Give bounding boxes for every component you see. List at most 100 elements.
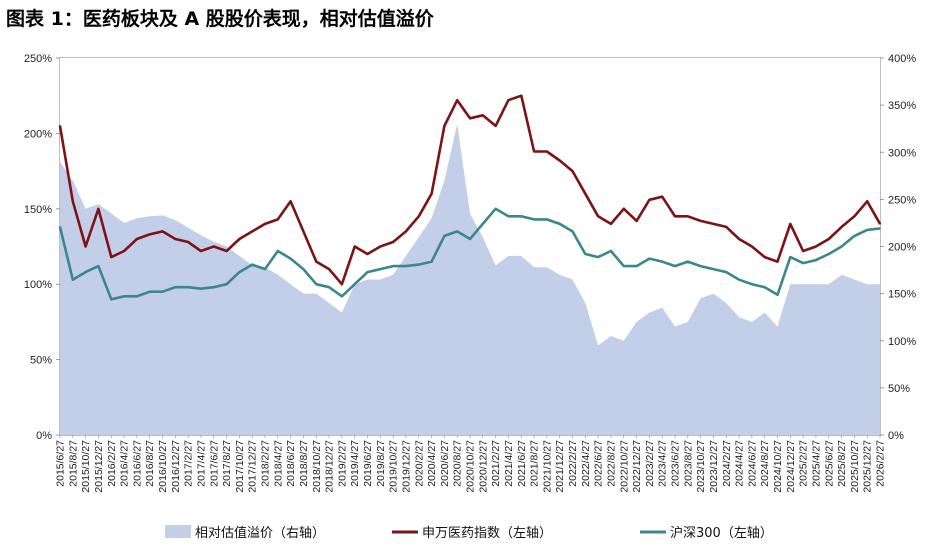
legend-label: 沪深300（左轴）: [670, 525, 773, 541]
data-point: [187, 241, 190, 243]
data-point: [789, 256, 792, 258]
x-tick-label: 2025/2/27: [798, 440, 810, 487]
x-tick-label: 2024/8/27: [759, 440, 771, 487]
x-tick-label: 2019/2/27: [336, 440, 348, 487]
x-tick-label: 2021/8/27: [529, 440, 541, 487]
data-point: [328, 286, 330, 289]
x-tick-label: 2023/8/27: [682, 440, 694, 487]
data-point: [469, 238, 471, 240]
x-tick-label: 2018/2/27: [260, 440, 272, 487]
data-point: [123, 295, 125, 298]
data-point: [174, 286, 177, 289]
y-left-tick-label: 150%: [24, 204, 52, 216]
data-point: [148, 233, 151, 236]
data-point: [827, 253, 830, 255]
x-tick-label: 2023/12/27: [708, 440, 720, 493]
x-tick-label: 2024/10/27: [772, 440, 784, 493]
data-point: [481, 223, 484, 225]
x-tick-label: 2020/12/27: [477, 440, 489, 493]
x-tick-label: 2022/4/27: [580, 440, 592, 487]
data-point: [238, 271, 241, 273]
data-point: [879, 227, 881, 230]
y-right-tick-label: 300%: [888, 147, 916, 159]
x-tick-label: 2017/2/27: [183, 440, 195, 487]
x-tick-label: 2021/4/27: [503, 440, 515, 487]
x-tick-label: 2018/8/27: [298, 440, 310, 487]
data-point: [251, 263, 254, 266]
data-point: [392, 241, 394, 243]
y-left-tick-label: 250%: [24, 53, 52, 65]
data-point: [315, 260, 318, 263]
data-point: [97, 207, 100, 210]
data-point: [776, 293, 779, 296]
data-point: [789, 223, 792, 225]
data-point: [456, 99, 459, 102]
data-point: [674, 265, 676, 267]
data-point: [59, 125, 61, 127]
x-tick-label: 2018/4/27: [272, 440, 284, 487]
x-tick-label: 2026/2/27: [875, 440, 887, 487]
x-tick-label: 2021/12/27: [554, 440, 566, 493]
data-point: [558, 159, 561, 162]
chart-title: 图表 1：医药板块及 A 股股价表现，相对估值溢价: [6, 8, 434, 30]
data-point: [507, 99, 510, 102]
data-point: [815, 259, 817, 261]
x-axis: 2015/6/27 2015/8/27 2015/10/27 2015/12/27 20…: [55, 435, 887, 493]
x-tick-label: 2025/12/27: [862, 440, 874, 493]
data-point: [815, 245, 817, 248]
data-point: [725, 271, 728, 273]
x-tick-label: 2015/10/27: [80, 440, 92, 493]
data-point: [712, 268, 715, 270]
data-point: [341, 283, 343, 286]
data-point: [648, 198, 651, 201]
data-point: [174, 238, 177, 240]
data-point: [417, 263, 420, 266]
data-point: [840, 245, 843, 248]
data-point: [802, 262, 804, 264]
data-point: [136, 295, 138, 298]
data-point: [622, 207, 625, 210]
data-point: [276, 218, 279, 221]
legend-label: 相对估值溢价（右轴）: [195, 525, 325, 541]
data-point: [392, 265, 394, 267]
data-point: [751, 245, 753, 248]
x-tick-label: 2021/10/27: [541, 440, 553, 493]
x-tick-label: 2021/6/27: [516, 440, 528, 487]
data-point: [635, 265, 638, 267]
data-point: [866, 200, 869, 203]
x-tick-label: 2017/12/27: [247, 440, 259, 493]
right-axis: 0% 50% 100% 150% 200% 250% 300% 350% 400%: [880, 53, 916, 442]
data-point: [853, 235, 856, 237]
y-left-tick-label: 50%: [30, 355, 52, 367]
data-point: [776, 260, 779, 263]
data-point: [674, 215, 676, 218]
data-point: [328, 268, 330, 270]
legend-label: 申万医药指数（左轴）: [422, 526, 552, 541]
data-point: [533, 218, 535, 221]
x-tick-label: 2024/4/27: [734, 440, 746, 487]
data-point: [71, 200, 74, 203]
data-point: [276, 250, 279, 252]
x-tick-label: 2023/6/27: [670, 440, 682, 487]
data-point: [533, 150, 535, 153]
data-point: [302, 230, 305, 233]
data-point: [110, 256, 113, 258]
data-point: [405, 230, 407, 233]
data-point: [853, 215, 856, 218]
data-point: [264, 268, 266, 270]
data-point: [520, 94, 523, 97]
data-point: [148, 290, 151, 293]
data-point: [200, 250, 202, 252]
y-right-tick-label: 200%: [888, 242, 916, 254]
x-tick-label: 2023/2/27: [644, 440, 656, 487]
data-point: [725, 226, 728, 228]
x-tick-label: 2020/4/27: [426, 440, 438, 487]
data-point: [341, 295, 343, 298]
data-point: [443, 235, 446, 237]
data-point: [379, 245, 382, 248]
legend-swatch-area: [165, 525, 191, 538]
x-tick-label: 2019/6/27: [362, 440, 374, 487]
data-point: [161, 290, 164, 293]
x-tick-label: 2016/10/27: [157, 440, 169, 493]
x-tick-label: 2025/8/27: [836, 440, 848, 487]
